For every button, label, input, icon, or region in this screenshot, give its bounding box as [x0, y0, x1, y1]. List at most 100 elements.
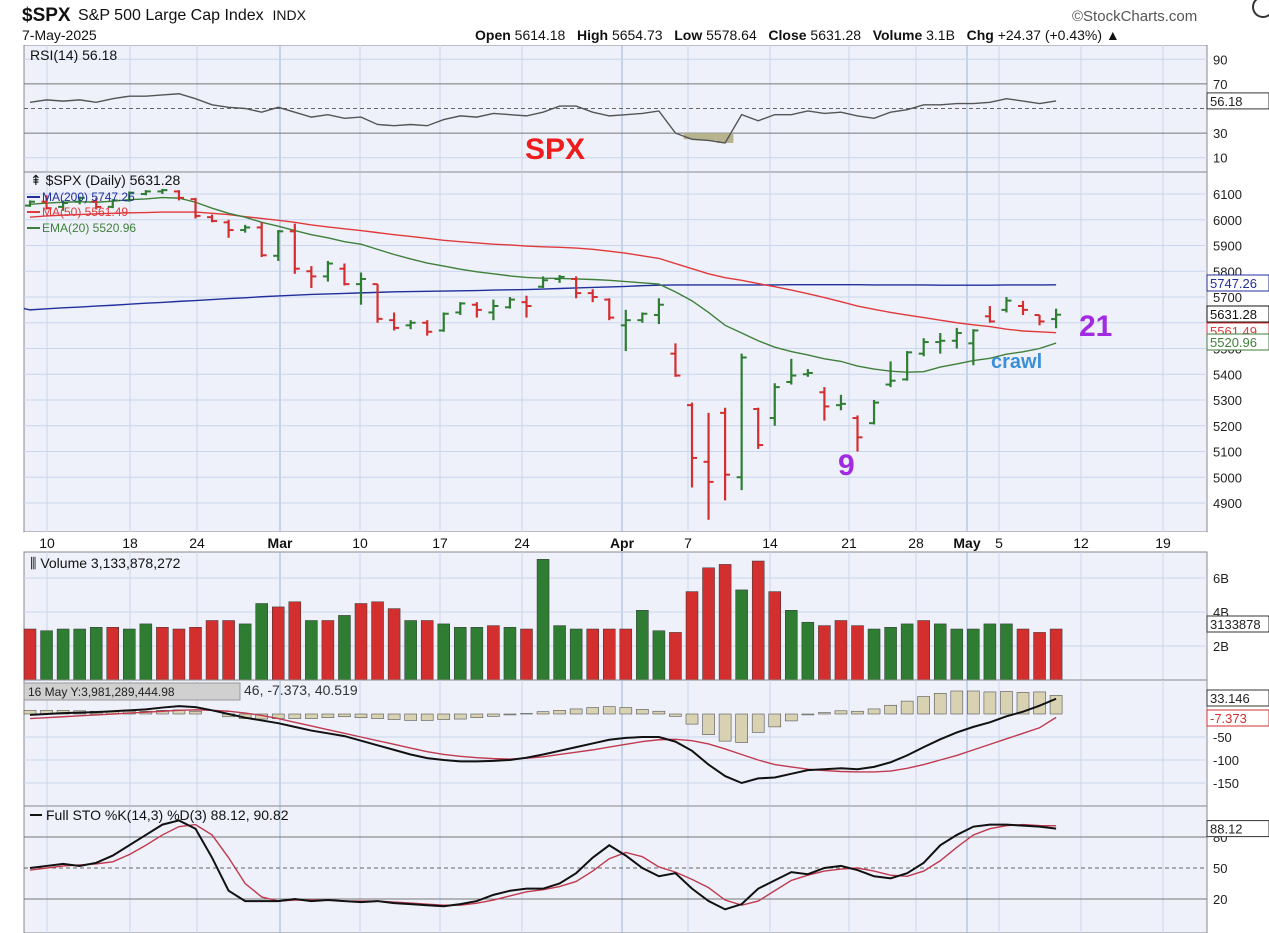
- close-value: 5631.28: [810, 27, 862, 43]
- volume-bar: [751, 560, 765, 681]
- x-axis: 10 18 24 Mar 10 17 24 Apr 7 14 21 28 May 5 12 19: [24, 532, 1207, 552]
- volume-bar: [1049, 628, 1063, 681]
- y-tick-label: 10: [1213, 151, 1227, 166]
- volume-bar: [255, 603, 268, 681]
- macd-histogram-bar: [420, 713, 434, 721]
- last-value-label: 5747.26: [1210, 276, 1257, 291]
- y-tick-label: 5300: [1213, 393, 1242, 408]
- volume-bar: [834, 620, 848, 681]
- volume-bar: [652, 630, 666, 681]
- macd-histogram-bar: [784, 713, 798, 722]
- volume-bar: [387, 608, 401, 681]
- macd-histogram-bar: [917, 696, 931, 715]
- sto-legend: Full STO %K(14,3) %D(3) 88.12, 90.82: [46, 807, 289, 823]
- brand-label[interactable]: ©StockCharts.com: [1072, 8, 1198, 25]
- x-tick-label: 7: [684, 535, 692, 551]
- volume-bar: [553, 625, 566, 681]
- volume-bar: [454, 627, 467, 681]
- y-tick-label: 2B: [1213, 639, 1229, 654]
- y-tick-label: 6000: [1213, 213, 1242, 228]
- rsi-line: [29, 93, 1057, 144]
- macd-histogram-bar: [636, 709, 649, 715]
- volume-bar: [272, 606, 285, 681]
- chg-value: +24.37 (+0.43%): [997, 27, 1103, 43]
- macd-histogram-bar: [900, 700, 914, 715]
- volume-bar: [40, 630, 53, 681]
- macd-histogram-bar: [983, 691, 997, 715]
- macd-histogram-bar: [404, 713, 417, 721]
- macd-histogram-bar: [305, 713, 318, 719]
- volume-bar: [73, 628, 86, 681]
- volume-bar: [305, 620, 318, 681]
- collapse-arrow-icon[interactable]: ▲: [1105, 27, 1120, 43]
- ma200-line: [23, 283, 1057, 311]
- volume-bar: [470, 627, 484, 681]
- stochastic-panel-bg: [23, 805, 1208, 933]
- price-panel: 6100600059005800570056005500540053005200…: [23, 171, 1269, 533]
- macd-legend: 46, -7.373, 40.519: [244, 682, 358, 698]
- volume-bar: [735, 589, 748, 681]
- macd-histogram-bar: [470, 713, 484, 718]
- macd-histogram-bar: [602, 706, 616, 715]
- volume-bar: [569, 628, 583, 681]
- x-tick-label: 5: [995, 535, 1003, 551]
- y-tick-label: 4900: [1213, 496, 1242, 511]
- volume-bar: [338, 615, 351, 681]
- chart-header: $SPX S&P 500 Large Cap Index INDX 7-May-…: [0, 0, 1269, 45]
- x-tick-label: 24: [514, 535, 530, 551]
- volume-bar: [321, 620, 335, 681]
- x-tick-label: 12: [1073, 535, 1089, 551]
- macd-histogram-bar: [818, 712, 831, 715]
- low-label: Low: [674, 27, 703, 43]
- volume-bar: [867, 628, 881, 681]
- macd-histogram-bar: [751, 713, 765, 733]
- last-value-label: 3133878: [1210, 617, 1261, 632]
- legend-label: MA(50) 5561.49: [42, 205, 128, 219]
- volume-bar: [371, 601, 384, 681]
- volume-bar: [801, 621, 815, 681]
- x-tick-label: May: [953, 535, 980, 551]
- volume-bar: [520, 628, 533, 681]
- rsi-legend: RSI(14) 56.18: [30, 47, 117, 63]
- macd-histogram-bar: [702, 713, 715, 736]
- volume-bar: [702, 567, 715, 681]
- last-value-label: 33.146: [1210, 691, 1250, 706]
- volume-bar: [1033, 632, 1046, 681]
- volume-bar: [669, 632, 682, 681]
- macd-histogram-bar: [321, 713, 335, 718]
- last-value-box: [1206, 92, 1269, 110]
- macd-histogram-bar: [867, 708, 881, 715]
- macd-histogram-bar: [950, 690, 964, 715]
- volume-bar: [768, 591, 781, 681]
- last-value-box: [1206, 709, 1269, 727]
- macd-histogram-bar: [487, 713, 500, 717]
- sto-k-line: [29, 819, 1057, 911]
- macd-histogram-bar: [1049, 695, 1063, 715]
- volume-bar: [420, 620, 434, 681]
- y-tick-label: 5900: [1213, 239, 1242, 254]
- volume-bar: [818, 625, 831, 681]
- volume-value: 3.1B: [926, 27, 955, 43]
- macd-histogram-bar: [453, 713, 467, 720]
- volume-bar: [851, 625, 864, 681]
- stock-chart: 90 70 30 10 56.18 RSI(14) 56.18 6100 6000 5900 5 8…: [23, 45, 1269, 933]
- volume-bar: [222, 620, 235, 681]
- price-legend: ⇞ $SPX (Daily) 5631.28: [30, 172, 180, 188]
- volume-bar: [785, 610, 798, 681]
- y-tick-label: 5700: [1213, 290, 1242, 305]
- macd-histogram-bar: [718, 713, 732, 742]
- volume-bar: [89, 627, 103, 681]
- volume-bar: [56, 628, 70, 681]
- macd-histogram-bar: [967, 690, 980, 715]
- x-tick-label: 10: [352, 535, 368, 551]
- settings-circle-icon[interactable]: [1252, 0, 1269, 18]
- tooltip-label: 16 May Y:3,981,289,444.98: [28, 685, 175, 699]
- low-value: 5578.64: [706, 27, 757, 43]
- last-value-label: 56.18: [1210, 94, 1243, 109]
- macd-histogram-bar: [619, 707, 633, 715]
- x-tick-label: 24: [189, 535, 205, 551]
- tooltip-box: [23, 682, 241, 701]
- macd-line: [29, 697, 1057, 785]
- crawl-annotation: crawl: [991, 351, 1042, 373]
- macd-histogram-bar: [189, 710, 202, 715]
